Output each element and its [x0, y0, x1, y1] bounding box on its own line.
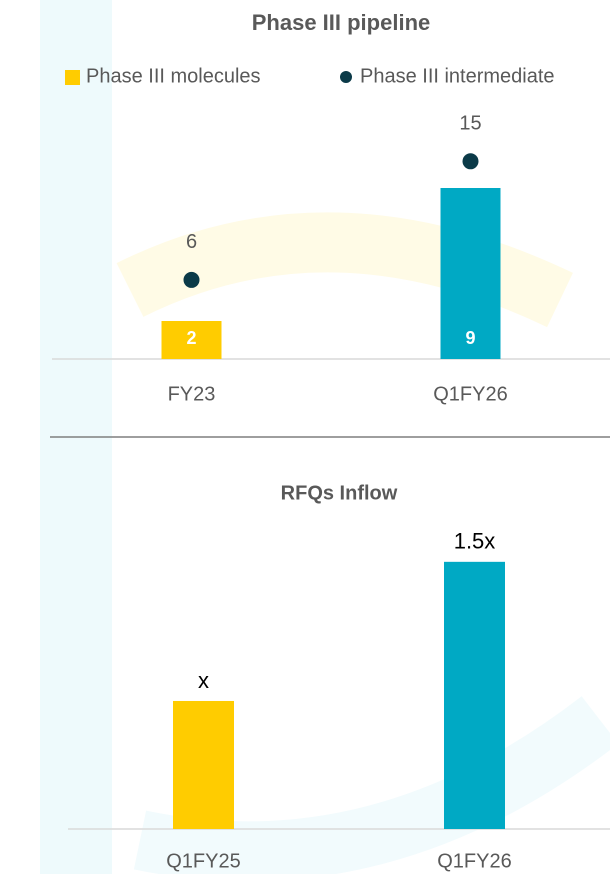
- legend-marker: [340, 71, 352, 83]
- bar: [444, 561, 505, 829]
- chart-title: RFQs Inflow: [281, 482, 398, 504]
- bar: [440, 188, 501, 359]
- watermark-arc: [133, 696, 610, 874]
- dot: [462, 153, 479, 170]
- x-tick-label: FY23: [168, 383, 216, 405]
- bar: [173, 700, 234, 829]
- x-tick-label: Q1FY26: [433, 383, 507, 405]
- legend-label: Phase III molecules: [86, 65, 261, 87]
- data-label: 9: [465, 328, 475, 348]
- data-label: 2: [186, 328, 196, 348]
- data-label: 6: [186, 231, 197, 253]
- data-label: 1.5x: [454, 529, 496, 554]
- bar: [161, 321, 222, 359]
- legend-marker: [65, 70, 80, 85]
- x-tick-label: Q1FY26: [437, 850, 511, 872]
- data-label: x: [198, 668, 209, 693]
- x-tick-label: Q1FY25: [166, 850, 240, 872]
- chart-title: Phase III pipeline: [252, 10, 431, 35]
- dot: [183, 271, 200, 288]
- legend-label: Phase III intermediate: [360, 65, 555, 87]
- data-label: 15: [459, 113, 481, 135]
